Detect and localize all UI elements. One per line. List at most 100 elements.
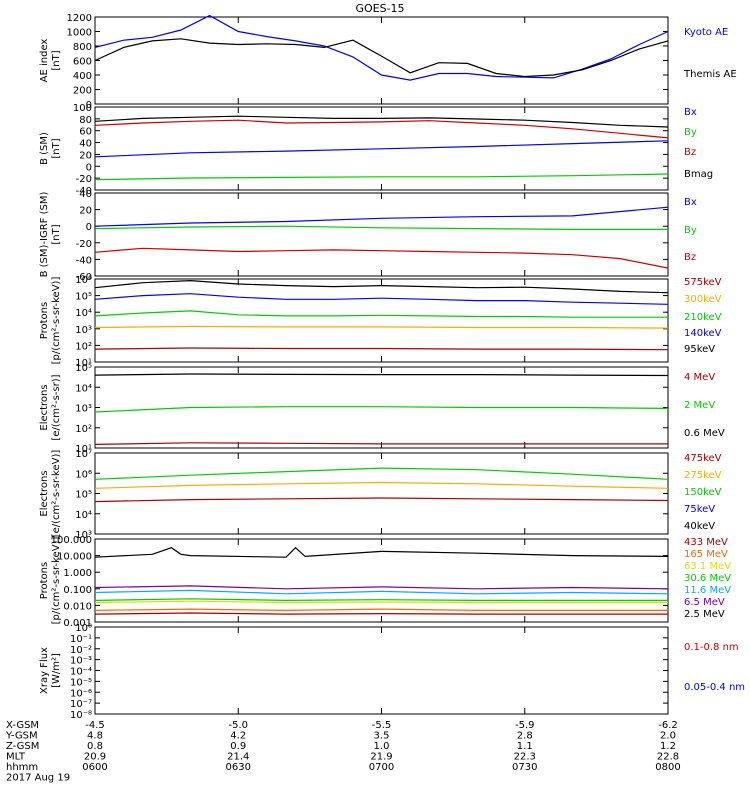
date-label: 2017 Aug 19 (6, 773, 70, 784)
x-tick-label: 1.2 (660, 741, 676, 752)
legend-label: 210keV (684, 312, 722, 323)
y-tick-label: 40 (79, 189, 92, 200)
panel-frame (94, 452, 669, 535)
y-tick-label: 10³ (75, 530, 92, 541)
y-tick-label: 10² (75, 341, 92, 352)
y-tick-label: 10⁶ (75, 469, 92, 480)
legend-label: 11.6 MeV (684, 585, 731, 596)
y-tick-label: 400 (73, 71, 92, 82)
y-tick-label: 0.010 (63, 601, 92, 612)
x-row-label: X-GSM (6, 720, 39, 731)
x-tick-label: 0800 (655, 762, 680, 773)
y-axis-label: B (SM)-IGRF (SM) (39, 192, 50, 278)
y-axis-label: B (SM) (39, 132, 50, 165)
legend-label: 0.05-0.4 nm (684, 682, 745, 693)
x-tick-label: 2.0 (660, 731, 676, 742)
series-line-575kev (94, 347, 669, 351)
x-tick-label: 1.1 (517, 741, 533, 752)
series-line-bz (94, 119, 669, 139)
y-tick-label: -20 (76, 174, 92, 185)
y-tick-label: 10⁻⁶ (70, 688, 92, 699)
panel-ae: 0 200 400 600 800 1000 1200 AE index [nT] Kyoto A… (39, 13, 737, 111)
y-tick-label: 20 (79, 150, 92, 161)
figure-title: GOES-15 (355, 2, 404, 15)
x-tick-label: -4.5 (85, 720, 105, 731)
y-tick-label: 10⁰ (75, 623, 92, 634)
legend-label: 2 MeV (684, 400, 715, 411)
series-line-140kev (94, 293, 669, 305)
panel-frame (94, 626, 669, 715)
y-tick-label: -40 (76, 186, 92, 197)
series-line-30-6-mev (94, 598, 668, 602)
series-line-by (94, 225, 668, 230)
series-line-95kev (94, 279, 669, 294)
x-row-label: Y-GSM (5, 731, 38, 742)
panel-electrons_hi: 10¹ 10² 10³ 10⁴ 10⁵ Electrons [e/(cm²-s-sr)] 4 … (39, 363, 725, 455)
series-line-433-mev (94, 612, 668, 615)
y-tick-label: 10⁻³ (70, 656, 92, 667)
legend-label: 75keV (684, 504, 715, 515)
y-tick-label: 60 (79, 127, 92, 138)
x-tick-label: 0.9 (230, 741, 246, 752)
y-tick-label: 10³ (75, 325, 92, 336)
legend-label: 95keV (684, 344, 715, 355)
panel-protons_hi: 0.001 0.010 0.100 1.000 10.000 100.000 Protons… (39, 535, 731, 629)
series-line-475kev (94, 497, 669, 503)
legend-label: 150keV (684, 487, 722, 498)
y-axis-label: Xray Flux (39, 647, 50, 694)
x-tick-label: -5.5 (372, 720, 392, 731)
series-line-2-5-mev (94, 546, 669, 558)
x-tick-label: 22.8 (657, 752, 679, 763)
y-tick-label: 200 (73, 86, 92, 97)
x-tick-label: 21.9 (370, 752, 392, 763)
y-tick-label: 10⁻⁸ (70, 710, 92, 721)
y-tick-label: 10⁵ (75, 292, 92, 303)
y-tick-label: 10⁴ (75, 510, 92, 521)
y-tick-label: 10⁵ (75, 490, 92, 501)
legend-label: Themis AE (683, 69, 737, 80)
x-row-label: hhmm (6, 762, 38, 773)
legend-label: 40keV (684, 521, 715, 532)
y-tick-label: -60 (76, 272, 92, 283)
y-tick-label: -40 (76, 255, 92, 266)
y-axis-label: Protons (39, 562, 50, 599)
y-tick-label: 20 (79, 206, 92, 217)
legend-label: Bz (684, 147, 696, 158)
y-tick-label: 10.000 (57, 552, 92, 563)
x-row-label: MLT (6, 752, 26, 763)
legend-label: 0.6 MeV (684, 428, 725, 439)
legend-label: 300keV (684, 294, 722, 305)
y-axis-label: [nT] (51, 224, 62, 244)
y-axis-label: [nT] (51, 50, 62, 70)
y-tick-label: 10⁷ (75, 449, 92, 460)
series-line-210kev (94, 310, 668, 318)
y-tick-label: 0.001 (63, 618, 92, 629)
x-tick-label: -5.0 (228, 720, 248, 731)
legend-label: 433 MeV (684, 537, 728, 548)
x-tick-label: 4.8 (87, 731, 103, 742)
series-line-11-6-mev (94, 589, 669, 595)
y-axis-label: AE index (39, 39, 50, 83)
y-axis-label: [e/(cm²-s-sr)] (51, 374, 62, 440)
y-tick-label: 10³ (75, 404, 92, 415)
x-tick-label: 0600 (82, 762, 107, 773)
y-axis-label: [e/(cm²-s-sr-keV)] (51, 450, 62, 538)
y-tick-label: 10⁶ (75, 275, 92, 286)
series-line-themis-ae (94, 38, 669, 78)
y-tick-label: 0 (86, 222, 92, 233)
y-tick-label: 10¹ (75, 444, 92, 455)
legend-label: 0.1-0.8 nm (684, 642, 739, 653)
y-tick-label: 1.000 (63, 568, 92, 579)
y-tick-label: 10⁴ (75, 383, 92, 394)
y-tick-label: 0.100 (63, 585, 92, 596)
x-tick-label: 0.8 (87, 741, 103, 752)
y-axis-label: [nT] (51, 138, 62, 158)
y-tick-label: 10⁻⁵ (70, 677, 92, 688)
series-line-165-mev (94, 608, 668, 612)
series-line-2-mev (94, 406, 669, 413)
series-line-bx (94, 206, 669, 227)
